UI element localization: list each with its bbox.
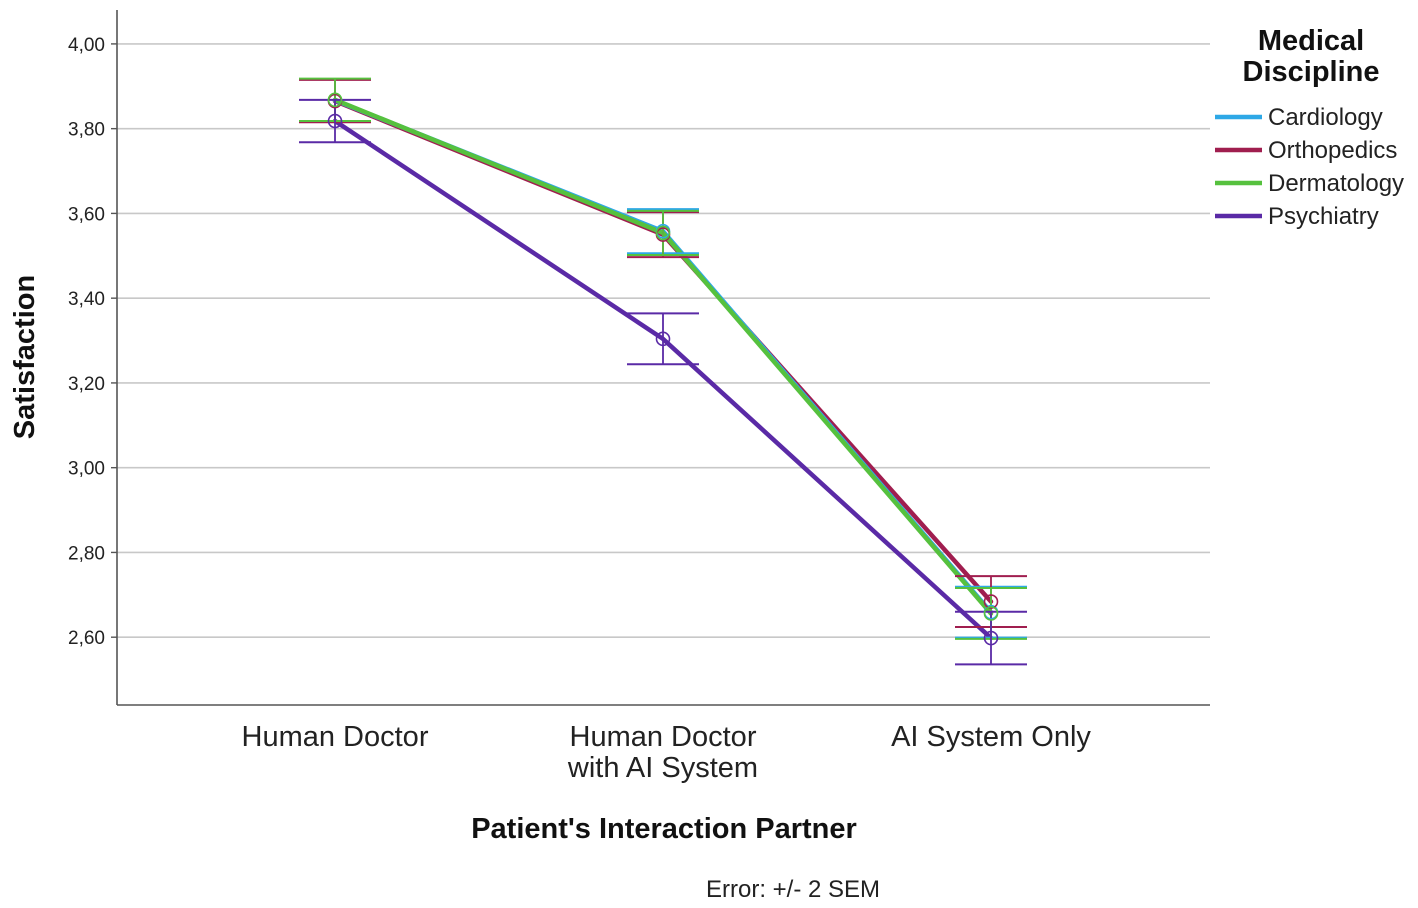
legend-label-orthopedics: Orthopedics xyxy=(1268,137,1397,164)
error-note: Error: +/- 2 SEM xyxy=(706,876,880,903)
legend-title-line-1: Medical xyxy=(1258,25,1364,57)
y-tick-label: 2,80 xyxy=(68,543,105,564)
x-axis-title: Patient's Interaction Partner xyxy=(471,813,857,845)
y-tick-label: 3,00 xyxy=(68,459,105,480)
data-point-psychiatry xyxy=(327,113,343,129)
series-line-psychiatry xyxy=(332,118,994,641)
x-tick-labels: Human Doctor Human Doctor with AI System AI… xyxy=(242,721,1092,784)
series-lines xyxy=(332,97,994,641)
data-points xyxy=(327,92,999,646)
y-tick-label: 3,80 xyxy=(68,120,105,141)
data-point-psychiatry xyxy=(655,331,671,347)
legend-label-psychiatry: Psychiatry xyxy=(1268,203,1379,230)
data-point-orthopedics xyxy=(983,594,999,609)
data-point-psychiatry xyxy=(983,630,999,646)
error-bars xyxy=(299,77,1027,666)
axes xyxy=(116,10,1210,706)
y-tick-label: 3,20 xyxy=(68,374,105,395)
y-tick-label: 4,00 xyxy=(68,35,105,56)
y-tick-label: 2,60 xyxy=(68,628,105,649)
x-tick-label: Human Doctor with AI System xyxy=(567,721,758,784)
x-tick-label: AI System Only xyxy=(891,721,1091,753)
y-tick-label: 3,60 xyxy=(68,204,105,225)
legend-title-line-2: Discipline xyxy=(1243,56,1380,88)
data-point-dermatology xyxy=(983,606,999,621)
data-point-dermatology xyxy=(327,92,343,108)
data-point-dermatology xyxy=(655,225,671,241)
legend-label-dermatology: Dermatology xyxy=(1268,170,1404,197)
legend: Medical Discipline Cardiology Orthopedics… xyxy=(1215,25,1404,230)
y-tick-label: 3,40 xyxy=(68,289,105,310)
y-axis-title: Satisfaction xyxy=(9,275,41,439)
x-tick-label: Human Doctor xyxy=(242,721,429,753)
y-tick-labels: 4,00 3,80 3,60 3,40 3,20 3,00 2,80 2,60 xyxy=(68,35,117,649)
legend-label-cardiology: Cardiology xyxy=(1268,104,1383,131)
